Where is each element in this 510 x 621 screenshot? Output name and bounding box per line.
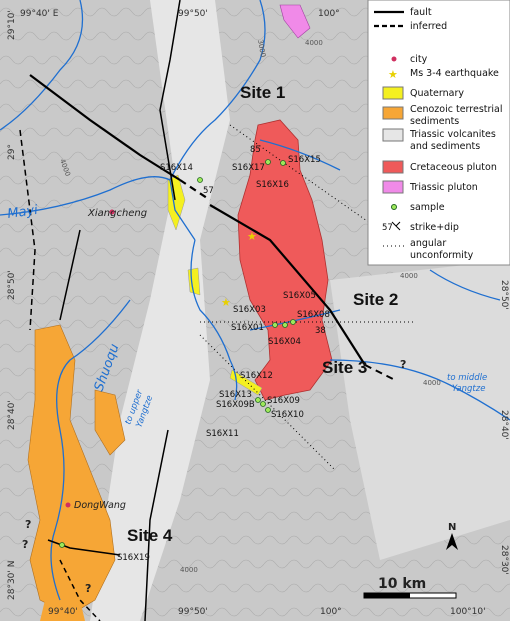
rivers bbox=[0, 0, 510, 601]
legend-label: unconformity bbox=[410, 250, 474, 261]
legend-label: strike+dip bbox=[410, 222, 459, 233]
north-arrow bbox=[446, 533, 458, 550]
uncertain: ? bbox=[25, 518, 31, 531]
scale-bar bbox=[364, 593, 410, 598]
sample-label: S16X12 bbox=[240, 371, 273, 381]
contour-label: 4000 bbox=[400, 272, 418, 280]
uncertain: ? bbox=[85, 582, 91, 595]
earthquake: ★ bbox=[247, 230, 257, 243]
cretaceous-pluton bbox=[237, 119, 333, 401]
legend-label: Ms 3-4 earthquake bbox=[410, 68, 499, 79]
valley bbox=[330, 260, 510, 560]
uncertain: ? bbox=[400, 358, 406, 371]
sample-label: S16X09 bbox=[267, 396, 300, 406]
legend-label: Quaternary bbox=[410, 88, 464, 99]
legend-label: Triassic pluton bbox=[409, 182, 478, 193]
site-label: Site 4 bbox=[127, 526, 173, 545]
sample-label: S16X11 bbox=[206, 429, 239, 439]
coord-label: 99°40' E bbox=[20, 9, 59, 19]
legend-label: sample bbox=[410, 202, 445, 213]
legend-label: Cenozoic terrestrial bbox=[410, 104, 503, 115]
coord-label: 28°50' bbox=[499, 280, 509, 310]
coord-label: 28°30' N bbox=[7, 561, 17, 600]
coord-label: 28°40' bbox=[499, 410, 509, 440]
coord-label: 99°40' bbox=[48, 607, 78, 617]
site-label: Site 3 bbox=[322, 358, 367, 377]
cenozoic-sediments bbox=[94, 389, 126, 456]
sample-label: S16X10 bbox=[271, 410, 304, 420]
triassic-pluton bbox=[279, 4, 311, 39]
valley bbox=[90, 0, 230, 621]
uncertain: ? bbox=[22, 538, 28, 551]
coord-label: 28°50' bbox=[7, 270, 17, 300]
legend-label: fault bbox=[410, 7, 432, 18]
legend-symbols: ★ bbox=[374, 10, 404, 247]
faults bbox=[19, 0, 396, 621]
dip-label: 85 bbox=[250, 145, 261, 155]
sample-label: S16X01 bbox=[231, 323, 264, 333]
city-dot bbox=[109, 209, 115, 215]
sample-label: S16X15 bbox=[288, 155, 321, 165]
coord-label: 29°10' bbox=[7, 10, 17, 40]
legend-label: and sediments bbox=[410, 141, 480, 152]
svg-text:★: ★ bbox=[388, 68, 398, 81]
contour-label: 4000 bbox=[423, 379, 441, 387]
sample-label: S16X04 bbox=[268, 337, 301, 347]
coord-label: 28°30' bbox=[499, 545, 509, 575]
samples bbox=[59, 159, 296, 548]
flow-label: to middle bbox=[447, 373, 487, 383]
sample-label: S16X16 bbox=[256, 180, 289, 190]
sample-label: S16X09B bbox=[216, 400, 255, 410]
river-label: Mayi bbox=[6, 203, 39, 222]
sample-label: S16X14 bbox=[160, 163, 193, 173]
coord-label: 100° bbox=[318, 9, 340, 19]
quaternary bbox=[167, 174, 186, 231]
sample-label: S16X05 bbox=[283, 291, 316, 301]
sample-label: S16X19 bbox=[117, 553, 150, 563]
sample-label: S16X08 bbox=[297, 310, 330, 320]
dip-label: 38 bbox=[315, 326, 326, 336]
legend-label: angular bbox=[410, 238, 446, 249]
flow-label: Yangtze bbox=[452, 384, 485, 394]
legend-label: city bbox=[410, 54, 428, 65]
sample-label: S16X03 bbox=[233, 305, 266, 315]
legend-label: Cretaceous pluton bbox=[410, 162, 497, 173]
north-label: N bbox=[448, 522, 456, 533]
legend-label: inferred bbox=[410, 21, 447, 32]
contour-label: 4000 bbox=[180, 566, 198, 574]
legend-label: 57 bbox=[382, 223, 393, 233]
site-label: Site 1 bbox=[240, 83, 285, 102]
contour-label: 4000 bbox=[305, 39, 323, 47]
sample-label: S16X17 bbox=[232, 163, 265, 173]
dip-label: 57 bbox=[203, 186, 214, 196]
coord-label: 100° bbox=[320, 607, 342, 617]
earthquake: ★ bbox=[221, 296, 231, 309]
coord-label: 28°40' bbox=[7, 400, 17, 430]
scale-label: 10 km bbox=[378, 576, 426, 592]
contour-label: 3000 bbox=[256, 39, 267, 58]
legend-label: sediments bbox=[410, 116, 459, 127]
cenozoic-sediments bbox=[27, 324, 116, 616]
sample-label: S16X13 bbox=[219, 390, 252, 400]
city-label: Xiangcheng bbox=[87, 208, 147, 219]
city-dot bbox=[65, 502, 71, 508]
cenozoic-sediments bbox=[40, 600, 85, 621]
coord-label: 29° bbox=[7, 144, 17, 160]
coord-label: 99°50' bbox=[178, 607, 208, 617]
unconformities bbox=[199, 124, 415, 471]
site-label: Site 2 bbox=[353, 290, 398, 309]
quaternary bbox=[187, 267, 201, 296]
legend-label: Triassic volcanites bbox=[409, 129, 496, 140]
city-label: DongWang bbox=[74, 500, 126, 511]
coord-label: 100°10' bbox=[450, 607, 486, 617]
coord-label: 99°50' bbox=[178, 9, 208, 19]
